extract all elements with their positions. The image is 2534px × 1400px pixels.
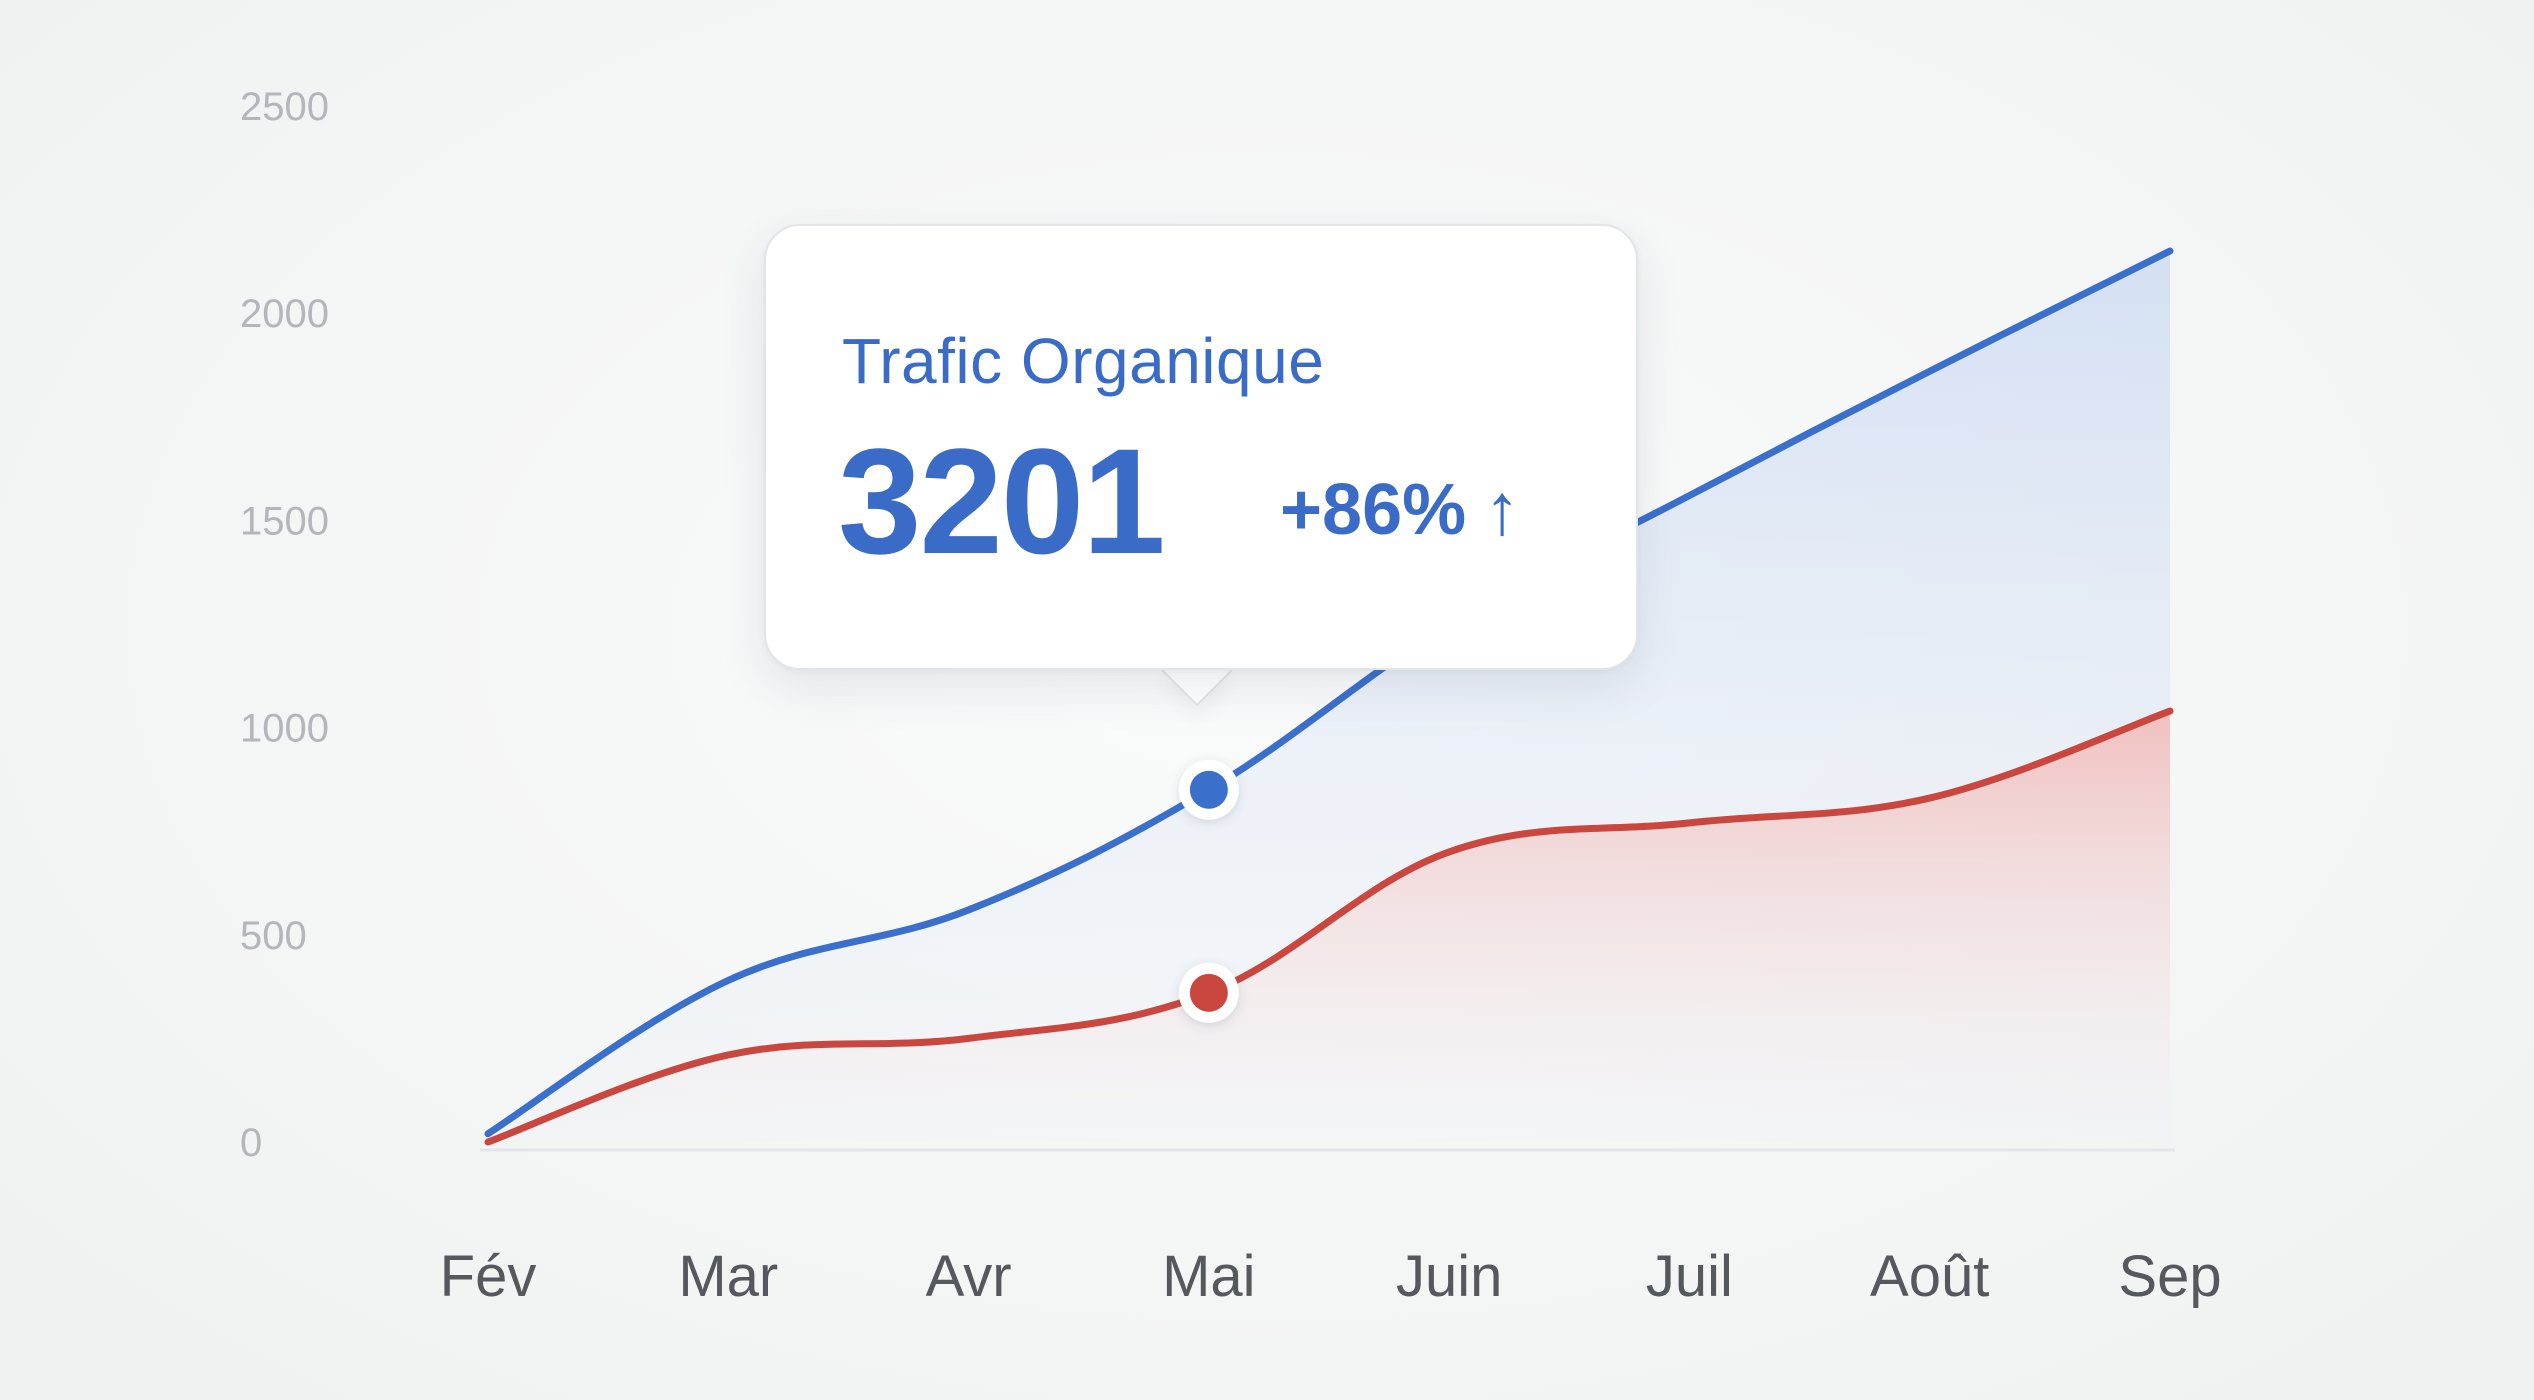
tooltip-title: Trafic Organique — [842, 325, 1325, 397]
x-tick-label: Juin — [1396, 1244, 1502, 1309]
x-tick-label: Août — [1870, 1244, 1989, 1309]
series-lines — [484, 247, 2174, 1146]
series-line-2 — [484, 707, 2174, 1146]
highlight-point-1 — [1189, 770, 1228, 809]
x-tick-label: Juil — [1646, 1244, 1733, 1309]
series-line-1 — [484, 247, 2174, 1138]
y-tick-label: 1500 — [240, 499, 329, 543]
tooltip-value: 3201 — [838, 417, 1166, 585]
x-tick-label: Mai — [1162, 1244, 1255, 1309]
y-tick-label: 1000 — [240, 707, 329, 751]
x-tick-label: Sep — [2118, 1244, 2221, 1309]
y-tick-label: 2000 — [240, 292, 329, 336]
x-axis: Fév Mar Avr Mai Juin Juil Août Sep — [440, 1244, 2222, 1309]
y-axis: 2500 2000 1500 1000 500 0 — [240, 85, 329, 1165]
x-tick-label: Fév — [440, 1244, 537, 1309]
y-tick-label: 2500 — [240, 85, 329, 129]
tooltip-change: +86% ↑ — [1280, 470, 1520, 550]
x-tick-label: Mar — [678, 1244, 778, 1309]
y-tick-label: 500 — [240, 914, 307, 958]
arrow-up-icon: ↑ — [1484, 470, 1521, 550]
x-tick-label: Avr — [926, 1244, 1012, 1309]
tooltip-card: Trafic Organique 3201 +86% ↑ — [764, 224, 1638, 670]
highlight-point-2 — [1189, 973, 1228, 1012]
tooltip-change-text: +86% — [1280, 470, 1467, 550]
y-tick-label: 0 — [240, 1121, 262, 1165]
highlight-points — [1178, 759, 1239, 1023]
